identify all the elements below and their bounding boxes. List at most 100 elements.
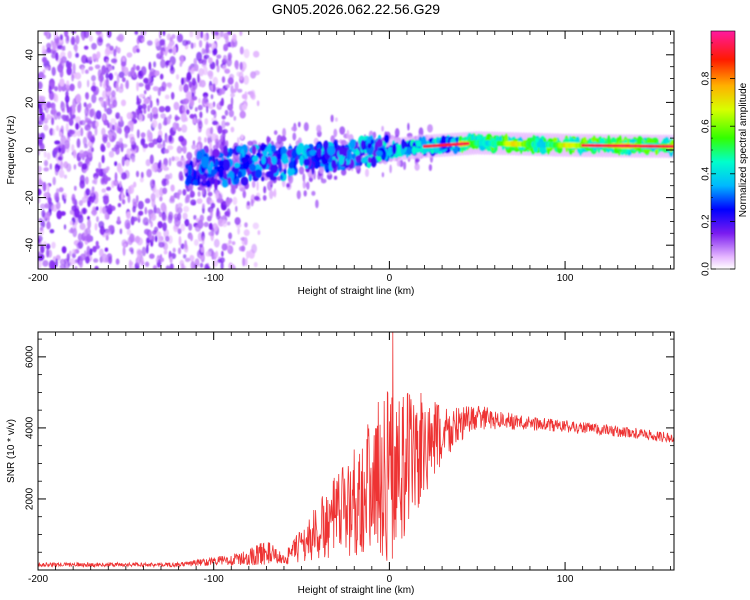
heatmap-cell — [159, 86, 165, 92]
heatmap-cell — [47, 197, 52, 205]
snr-x-tick-label: -100 — [204, 574, 224, 585]
heatmap-cell — [39, 203, 46, 210]
heatmap-cell — [142, 103, 147, 110]
heatmap-cell — [270, 163, 279, 174]
heatmap-cell — [64, 139, 70, 150]
heatmap-cell — [38, 165, 42, 173]
heatmap-cell — [130, 249, 134, 255]
heatmap-cell — [224, 109, 229, 116]
heatmap-cell — [111, 58, 118, 64]
heatmap-cell — [231, 88, 237, 94]
heatmap-cell — [83, 31, 90, 39]
heatmap-cell — [216, 64, 220, 73]
heatmap-cell — [155, 207, 161, 214]
heatmap-cell — [52, 128, 56, 136]
heatmap-cell — [427, 124, 433, 133]
heatmap-cell — [198, 98, 201, 104]
heatmap-cell — [82, 136, 88, 146]
heatmap-cell — [178, 135, 185, 142]
heatmap-cell — [235, 205, 238, 212]
heatmap-cell — [212, 120, 219, 126]
heatmap-cell — [69, 209, 74, 215]
heatmap-cell — [389, 135, 395, 140]
heatmap-cell — [46, 42, 52, 50]
heatmap-cell — [159, 73, 164, 80]
heatmap-cell — [102, 167, 109, 174]
heatmap-cell — [271, 156, 277, 165]
heatmap-cell — [200, 156, 209, 168]
heatmap-cell — [293, 158, 297, 171]
heatmap-cell — [91, 42, 97, 50]
heatmap-cell — [303, 158, 310, 166]
heatmap-cell — [42, 56, 47, 64]
heatmap-cell — [226, 208, 231, 218]
heatmap-cell — [140, 138, 146, 146]
heatmap-cell — [116, 47, 121, 54]
heatmap-cell — [164, 148, 170, 154]
heatmap-cell — [218, 167, 224, 179]
colorbar-tick-label: 0.6 — [701, 119, 712, 133]
heatmap-cell — [108, 256, 113, 265]
heatmap-cell — [327, 145, 336, 156]
heatmap-cell — [101, 127, 106, 136]
heatmap-cell — [94, 265, 99, 269]
heatmap-cell — [335, 117, 338, 122]
heatmap-cell — [75, 35, 80, 45]
heatmap-cell — [158, 211, 163, 218]
heatmap-cell — [349, 138, 356, 149]
heatmap-cell — [208, 71, 214, 80]
heatmap-cell — [65, 261, 69, 269]
heatmap-cell — [110, 118, 116, 124]
heatmap-cell — [239, 31, 243, 36]
heatmap-cell — [94, 222, 98, 231]
heatmap-cell — [266, 136, 272, 143]
heatmap-cell — [60, 100, 64, 108]
heatmap-cell — [243, 237, 248, 246]
heatmap-cell — [220, 97, 224, 107]
heatmap-cell — [166, 179, 170, 186]
heatmap-cells — [38, 31, 674, 269]
heatmap-cell — [93, 176, 98, 185]
heatmap-cell — [135, 195, 139, 203]
heatmap-cell — [119, 180, 122, 188]
heatmap-cell — [125, 79, 129, 90]
heatmap-cell — [103, 195, 109, 205]
heatmap-cell — [51, 53, 57, 59]
heatmap-cell — [43, 192, 49, 198]
heatmap-cell — [88, 35, 93, 42]
heatmap-cell — [199, 243, 203, 248]
heatmap-cell — [200, 31, 204, 39]
heatmap-cell — [121, 156, 125, 167]
heatmap-cell — [183, 205, 190, 213]
heatmap-cell — [140, 256, 144, 266]
heatmap-cell — [311, 190, 316, 196]
heatmap-cell — [120, 83, 124, 90]
heatmap-cell — [192, 157, 197, 162]
heatmap-cell — [125, 159, 130, 167]
snr-x-tick-label: 0 — [387, 574, 393, 585]
heatmap-cell — [52, 41, 57, 51]
heatmap-cell — [149, 253, 155, 259]
heatmap-cell — [57, 156, 63, 161]
heatmap-cell — [298, 166, 305, 175]
heatmap-cell — [215, 58, 219, 67]
heatmap-cell — [170, 92, 175, 100]
heatmap-cell — [60, 51, 66, 58]
heatmap-cell — [102, 136, 108, 144]
heatmap-cell — [107, 207, 113, 215]
heatmap-cell — [193, 169, 197, 181]
heatmap-cell — [148, 142, 155, 148]
snr-series-line — [38, 332, 674, 569]
heatmap-cell — [145, 159, 151, 167]
heatmap-cell — [121, 77, 126, 83]
heatmap-cell — [186, 194, 190, 203]
heatmap-cell — [185, 90, 192, 100]
heatmap-cell — [204, 137, 207, 143]
heatmap-cell — [333, 128, 338, 138]
heatmap-cell — [250, 71, 257, 79]
heatmap-cell — [83, 102, 87, 108]
heatmap-cell — [182, 145, 187, 154]
heatmap-cell — [230, 126, 235, 133]
heatmap-cell — [226, 57, 232, 67]
